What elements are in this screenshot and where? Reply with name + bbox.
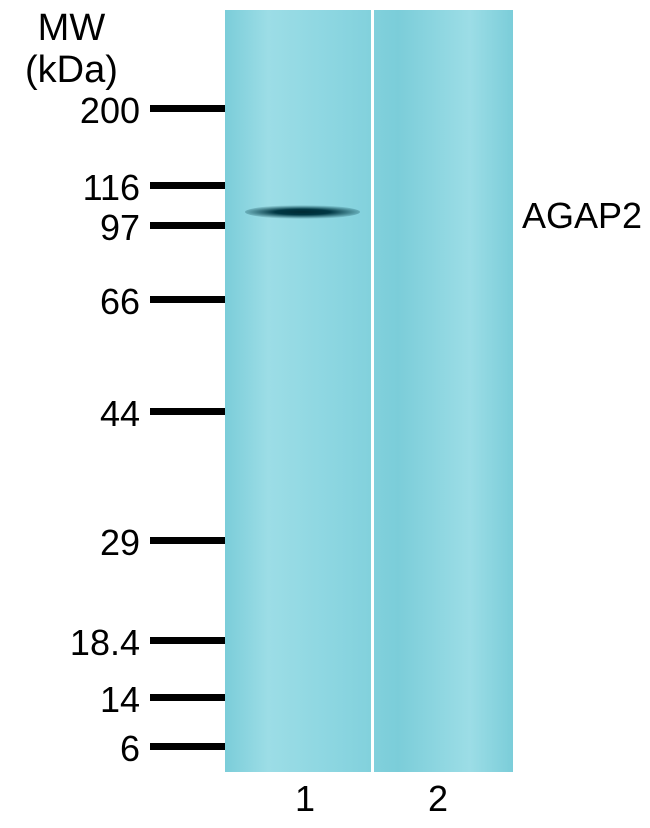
membrane bbox=[225, 10, 513, 772]
marker-label: 200 bbox=[80, 90, 140, 132]
lane-label-1: 1 bbox=[295, 778, 315, 820]
marker-label: 66 bbox=[100, 281, 140, 323]
marker-value: 44 bbox=[100, 393, 140, 434]
marker-value: 116 bbox=[83, 167, 140, 208]
marker-value: 29 bbox=[100, 522, 140, 563]
western-blot: MW (kDa) 200 116 97 66 44 29 18.4 14 6 bbox=[0, 0, 650, 828]
marker-label: 44 bbox=[100, 393, 140, 435]
marker-value: 14 bbox=[100, 679, 140, 720]
marker-value: 6 bbox=[120, 728, 140, 769]
lane-label-text: 1 bbox=[295, 778, 315, 819]
marker-tick bbox=[150, 537, 225, 544]
protein-label: AGAP2 bbox=[522, 195, 642, 237]
marker-tick bbox=[150, 408, 225, 415]
marker-value: 200 bbox=[80, 90, 140, 131]
lane-divider bbox=[371, 10, 374, 772]
marker-label: 14 bbox=[100, 679, 140, 721]
mw-header-line1: MW bbox=[38, 7, 106, 49]
lane-label-2: 2 bbox=[428, 778, 448, 820]
marker-tick bbox=[150, 105, 225, 112]
marker-value: 97 bbox=[100, 207, 140, 248]
marker-tick bbox=[150, 296, 225, 303]
marker-value: 18.4 bbox=[70, 622, 140, 663]
marker-tick bbox=[150, 222, 225, 229]
marker-value: 66 bbox=[100, 281, 140, 322]
marker-tick bbox=[150, 694, 225, 701]
protein-band bbox=[245, 205, 360, 219]
mw-header: MW (kDa) bbox=[25, 8, 118, 92]
mw-header-line2: (kDa) bbox=[25, 49, 118, 91]
marker-label: 116 bbox=[83, 167, 140, 209]
marker-label: 6 bbox=[120, 728, 140, 770]
marker-label: 97 bbox=[100, 207, 140, 249]
marker-tick bbox=[150, 637, 225, 644]
marker-tick bbox=[150, 743, 225, 750]
protein-label-text: AGAP2 bbox=[522, 195, 642, 236]
marker-label: 29 bbox=[100, 522, 140, 564]
lane-label-text: 2 bbox=[428, 778, 448, 819]
marker-tick bbox=[150, 182, 225, 189]
marker-label: 18.4 bbox=[70, 622, 140, 664]
